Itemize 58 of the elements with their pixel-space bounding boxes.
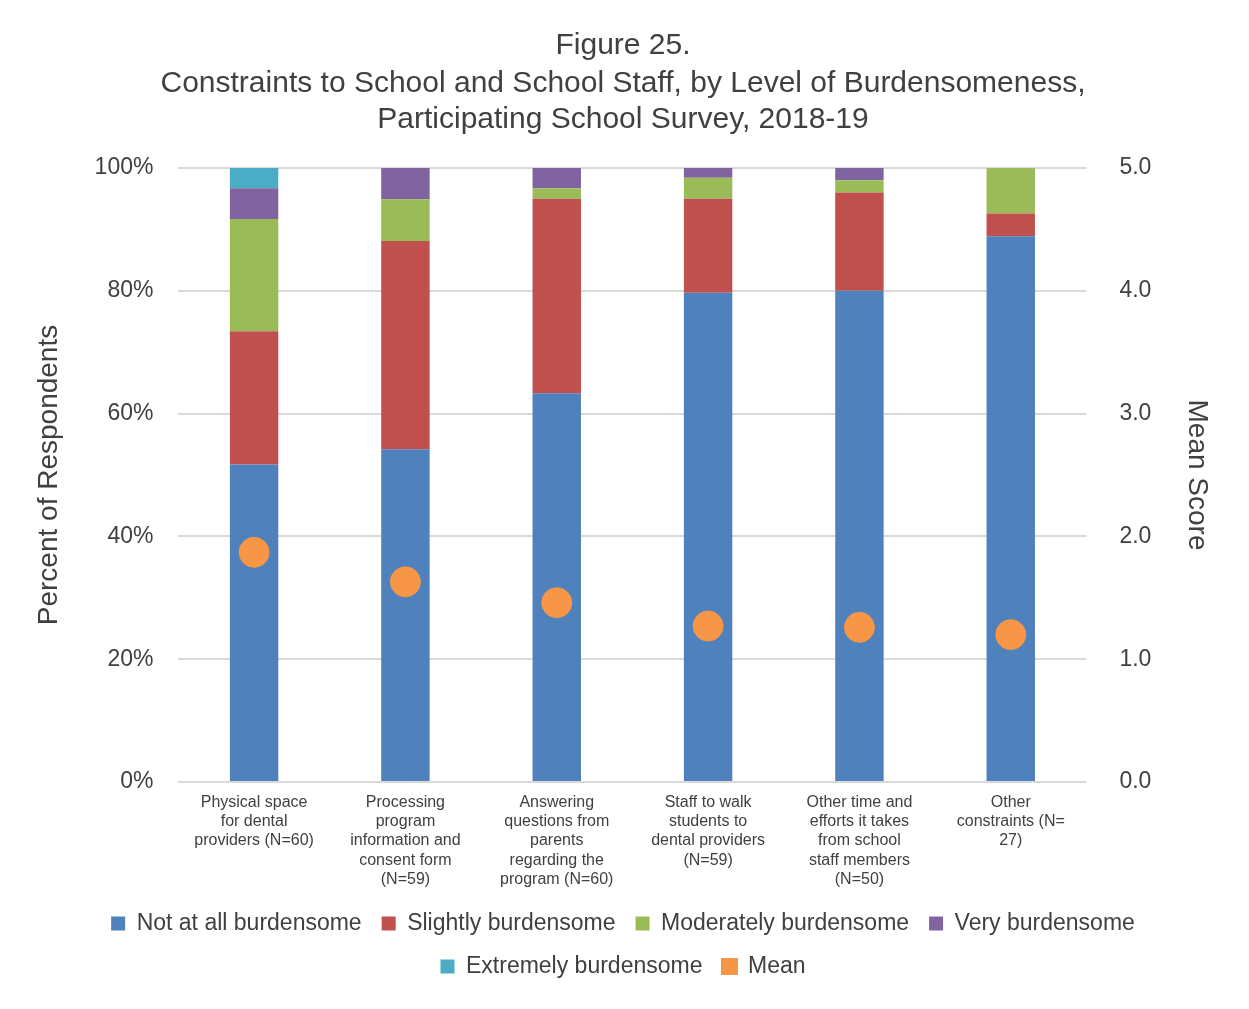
bar xyxy=(229,218,279,332)
legend-label: Slightly burdensome xyxy=(407,908,616,935)
legend-label: Moderately burdensome xyxy=(661,908,910,935)
bar xyxy=(229,464,279,781)
x-tick-label: Staff to walk students to dental providers (N=59) xyxy=(651,793,766,868)
chart-subtitle: Constraints to School and School Staff, by Level of Burdensomeness, Participating School Survey, 2018-19 xyxy=(160,65,1086,135)
bar xyxy=(835,290,884,781)
bar xyxy=(683,177,733,199)
bar xyxy=(381,199,430,242)
bar xyxy=(229,188,279,219)
y2-tick-label: 4.0 xyxy=(1119,276,1152,303)
y-axis-title: Percent of Respondents xyxy=(31,324,63,626)
bar xyxy=(835,168,884,181)
bar xyxy=(229,168,279,189)
bar xyxy=(986,168,1035,214)
y2-axis-title: Mean Score xyxy=(1183,399,1215,551)
point xyxy=(995,619,1027,651)
point xyxy=(692,610,724,642)
point xyxy=(843,611,875,643)
bar xyxy=(381,449,430,781)
point xyxy=(541,587,573,619)
y2-tick-label: 3.0 xyxy=(1119,398,1152,425)
bar xyxy=(986,236,1035,781)
y-tick-label: 0% xyxy=(120,767,154,794)
y-tick-label: 100% xyxy=(94,153,154,180)
legend-label: Mean xyxy=(747,951,806,978)
y2-tick-label: 2.0 xyxy=(1119,521,1152,548)
x-tick-label: Other time and efforts it takes from school staff members (N=50) xyxy=(806,793,913,887)
bar xyxy=(683,168,733,178)
point xyxy=(389,566,421,598)
bar xyxy=(683,292,733,781)
y2-tick-label: 1.0 xyxy=(1119,644,1152,671)
legend-label: Very burdensome xyxy=(954,908,1135,935)
chart-title: Figure 25. xyxy=(555,27,691,61)
bar xyxy=(532,188,581,199)
y-tick-label: 20% xyxy=(107,644,154,671)
bar xyxy=(229,331,279,465)
bar xyxy=(835,180,884,193)
bar xyxy=(532,393,581,781)
bar xyxy=(381,168,430,200)
x-tick-label: Answering questions from parents regarding the program (N=60) xyxy=(500,793,614,887)
y-tick-label: 60% xyxy=(107,398,154,425)
bar xyxy=(986,213,1035,237)
bar xyxy=(835,192,884,291)
bar xyxy=(381,241,430,450)
point xyxy=(238,536,270,568)
x-tick-label: Physical space for dental providers (N=60) xyxy=(194,793,314,849)
y2-tick-label: 5.0 xyxy=(1119,153,1152,180)
legend-label: Extremely burdensome xyxy=(465,951,703,978)
x-tick-label: Processing program information and consent form (N=59) xyxy=(350,793,461,887)
bar xyxy=(532,198,581,394)
bar xyxy=(532,168,581,189)
x-tick-label: Other constraints (N= 27) xyxy=(956,793,1065,849)
y-tick-label: 40% xyxy=(107,521,154,548)
y2-tick-label: 0.0 xyxy=(1119,767,1152,794)
bar xyxy=(683,198,733,293)
y-tick-label: 80% xyxy=(107,276,154,303)
legend-label: Not at all burdensome xyxy=(136,908,362,935)
